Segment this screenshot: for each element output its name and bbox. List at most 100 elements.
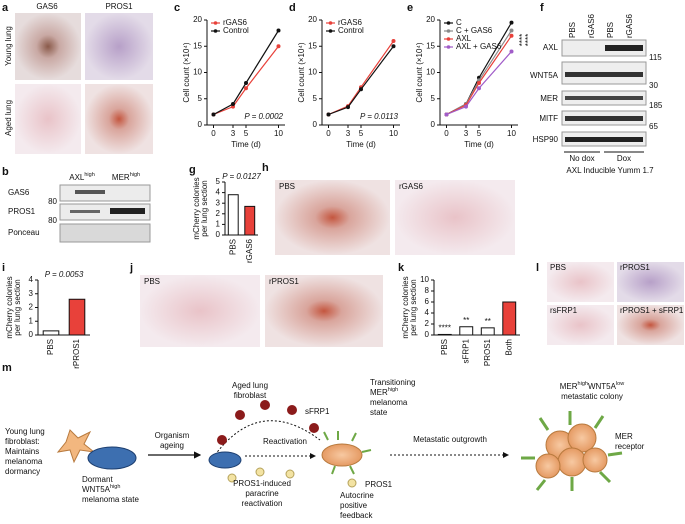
fibroblast-arc [214, 420, 321, 456]
receptor [323, 431, 372, 475]
legend-marker [446, 21, 451, 25]
superscript: low [616, 381, 624, 387]
label: PROS1-induced [233, 479, 291, 488]
bar [480, 327, 495, 336]
text-part: MER [370, 388, 388, 397]
y-tick-label: 15 [426, 41, 435, 50]
label: Reactivation [263, 437, 307, 446]
panel-letter: d [289, 2, 296, 14]
image-label: rPROS1 + sFRP1 [620, 306, 684, 315]
micrograph [85, 13, 153, 80]
label: fibroblast [234, 391, 267, 400]
y-tick-label: 10 [308, 68, 317, 77]
legend-label: rGAS6 [223, 18, 248, 27]
y-axis-label: mCherry colonies [192, 177, 201, 239]
image-label: rPROS1 [620, 263, 650, 272]
annotation: P = 0.0053 [45, 270, 84, 279]
y-tick-label: 10 [426, 68, 435, 77]
band [110, 208, 145, 214]
label: Aged lung [232, 381, 268, 390]
y-tick-label: 15 [193, 41, 202, 50]
y-tick-label: 0 [198, 120, 203, 129]
micrograph [395, 180, 515, 255]
bar [244, 205, 256, 236]
legend-marker [328, 21, 333, 25]
label: metastatic colony [561, 392, 623, 401]
annotation: P = 0.0127 [222, 172, 261, 181]
label: melanoma [5, 457, 43, 466]
data-point [509, 33, 514, 38]
label: receptor [615, 442, 645, 451]
data-point [477, 81, 481, 85]
data-point [346, 105, 350, 110]
band-label: PROS1 [8, 207, 36, 216]
legend-marker [213, 29, 218, 33]
series-line [213, 45, 279, 116]
x-tick-label: 0 [444, 129, 449, 138]
group-label: No dox [569, 154, 594, 163]
y-tick-label: 0 [431, 120, 436, 129]
y-axis-label: per lung section [13, 279, 22, 335]
pros1-dot [227, 473, 237, 483]
y-tick-label: 0 [29, 330, 34, 339]
y-tick-label: 0 [313, 120, 318, 129]
label: reactivation [242, 499, 283, 508]
micrograph [85, 84, 153, 154]
text-part: MER [112, 173, 130, 182]
series-line [328, 40, 394, 116]
data-point [276, 44, 281, 49]
data-point [359, 87, 363, 92]
series-line [213, 30, 280, 116]
y-tick-label: 3 [29, 289, 34, 298]
row-label: Young lung [4, 26, 13, 66]
superscript: high [110, 484, 120, 490]
y-tick-label: 1 [29, 316, 34, 325]
panel-letter: i [2, 262, 5, 274]
micrograph [15, 84, 81, 154]
pros1-dot [347, 478, 357, 488]
y-tick-label: 2 [425, 319, 430, 328]
annotation: ** [485, 317, 491, 326]
y-tick-label: 20 [426, 15, 435, 24]
series-line [446, 51, 512, 116]
panel-letter: j [129, 262, 133, 274]
lane-label: AXLhigh [69, 172, 95, 182]
panel-letter: c [174, 2, 180, 14]
blot [59, 223, 151, 243]
x-tick-label: rGAS6 [245, 238, 254, 263]
label: melanoma [370, 398, 408, 407]
panel-letter: g [189, 164, 196, 176]
x-axis-label: Time (d) [346, 140, 376, 149]
image-label: rPROS1 [269, 277, 299, 286]
y-tick-label: 10 [193, 68, 202, 77]
data-point [244, 81, 248, 85]
band-label: Ponceau [8, 228, 40, 237]
image-label: rGAS6 [399, 182, 424, 191]
x-tick-label: 5 [477, 129, 482, 138]
label: state [370, 408, 388, 417]
annotation: **** [518, 34, 527, 46]
label: melanoma state [82, 495, 139, 504]
blot [561, 39, 647, 57]
band-label: GAS6 [8, 188, 30, 197]
y-axis-label: mCherry colonies [401, 276, 410, 338]
image-label: PBS [279, 182, 295, 191]
bar [68, 298, 86, 336]
annotation: **** [439, 324, 451, 333]
legend-label: C + GAS6 [456, 26, 493, 35]
micrograph [547, 305, 614, 345]
band-label: AXL [543, 43, 559, 52]
y-tick-label: 3 [216, 198, 221, 207]
y-tick-label: 15 [308, 41, 317, 50]
y-axis-label: Cell count (×10⁴) [182, 42, 191, 102]
panel-letter: h [262, 162, 269, 174]
label: Metastatic outgrowth [413, 435, 487, 444]
legend-label: C [456, 18, 462, 27]
group-label: Dox [617, 154, 631, 163]
y-tick-label: 10 [420, 275, 429, 284]
marker-label: 65 [649, 122, 658, 131]
legend-label: AXL + GAS6 [456, 42, 502, 51]
legend-marker [446, 45, 451, 49]
data-point [509, 20, 514, 25]
